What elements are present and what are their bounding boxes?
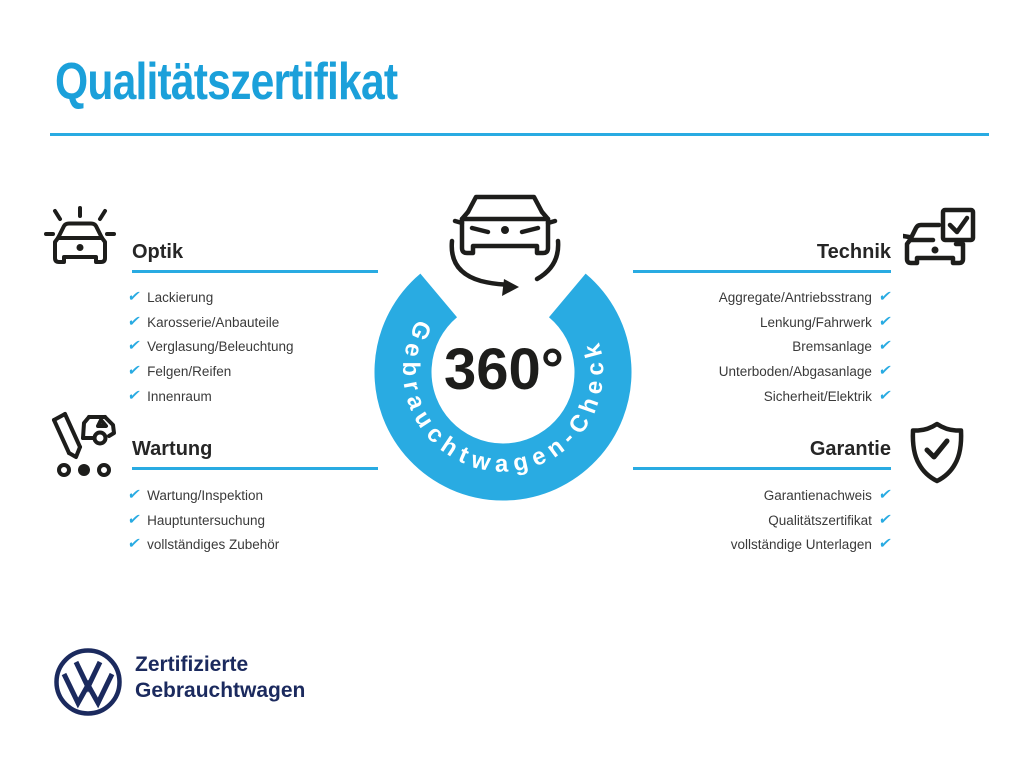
- list-item: vollständige Unterlagen ✔: [540, 532, 893, 557]
- list-item: ✔ Hauptuntersuchung: [126, 508, 279, 533]
- list-item: Sicherheit/Elektrik ✔: [540, 384, 893, 409]
- 360-check-badge: Gebrauchtwagen-Check 360°: [374, 194, 632, 501]
- list-item-label: Aggregate/Antriebsstrang: [718, 289, 872, 305]
- list-item-label: vollständige Unterlagen: [730, 537, 872, 553]
- list-item-label: vollständiges Zubehör: [147, 537, 280, 553]
- check-icon: ✔: [877, 363, 893, 380]
- list-item: ✔ Wartung/Inspektion: [126, 483, 279, 508]
- list-item: ✔ vollständiges Zubehör: [126, 532, 280, 557]
- section-divider-garantie: [633, 467, 891, 470]
- check-icon: ✔: [126, 289, 142, 306]
- list-item: ✔ Lackierung: [126, 285, 294, 310]
- list-item: ✔ Verglasung/Beleuchtung: [126, 334, 294, 359]
- list-item-label: Bremsanlage: [792, 339, 872, 355]
- car-rotation-icon: [449, 194, 561, 296]
- list-item: Unterboden/Abgasanlage ✔: [540, 359, 893, 384]
- list-item: ✔ Karosserie/Anbauteile: [126, 310, 294, 335]
- list-item: Aggregate/Antriebsstrang ✔: [540, 285, 893, 310]
- list-item: ✔ Innenraum: [126, 384, 294, 409]
- optik-list: ✔ Lackierung ✔ Karosserie/Anbauteile ✔ Verg…: [126, 285, 294, 409]
- list-item-label: Karosserie/Anbauteile: [147, 314, 280, 330]
- list-item: ✔ Felgen/Reifen: [126, 359, 294, 384]
- vw-logo: [54, 648, 122, 716]
- check-icon: ✔: [877, 511, 893, 528]
- list-item-label: Garantienachweis: [763, 487, 872, 503]
- ring-shape: [374, 273, 632, 501]
- list-item: Qualitätszertifikat ✔: [540, 508, 893, 533]
- section-heading-wartung: Wartung: [132, 438, 213, 460]
- section-heading-garantie: Garantie: [809, 438, 891, 460]
- check-icon: ✔: [126, 387, 142, 404]
- check-icon: ✔: [877, 289, 893, 306]
- brand-line-1: Zertifizierte: [135, 653, 249, 676]
- list-item-label: Lackierung: [147, 289, 214, 305]
- list-item: Lenkung/Fahrwerk ✔: [540, 310, 893, 335]
- check-icon: ✔: [877, 487, 893, 504]
- check-icon: ✔: [126, 511, 142, 528]
- brand-text: Zertifizierte Gebrauchtwagen: [135, 652, 305, 704]
- brand-line-2: Gebrauchtwagen: [135, 679, 306, 702]
- check-icon: ✔: [126, 487, 142, 504]
- check-icon: ✔: [877, 536, 893, 553]
- list-item-label: Felgen/Reifen: [147, 363, 232, 379]
- section-divider-optik: [132, 270, 378, 273]
- list-item-label: Unterboden/Abgasanlage: [718, 363, 872, 379]
- check-icon: ✔: [126, 338, 142, 355]
- section-heading-technik: Technik: [816, 241, 891, 263]
- technik-list: Aggregate/Antriebsstrang ✔ Lenkung/Fahrwe…: [540, 285, 893, 409]
- wartung-list: ✔ Wartung/Inspektion ✔ Hauptuntersuchung ✔…: [126, 483, 280, 557]
- garantie-list: Garantienachweis ✔ Qualitätszertifikat ✔ v…: [540, 483, 893, 557]
- list-item: Garantienachweis ✔: [540, 483, 893, 508]
- shield-check-icon: [910, 421, 964, 484]
- list-item: Bremsanlage ✔: [540, 334, 893, 359]
- list-item-label: Lenkung/Fahrwerk: [760, 314, 872, 330]
- list-item-label: Verglasung/Beleuchtung: [147, 339, 294, 355]
- section-divider-technik: [633, 270, 891, 273]
- check-icon: ✔: [126, 536, 142, 553]
- list-item-label: Qualitätszertifikat: [768, 512, 872, 528]
- check-icon: ✔: [126, 363, 142, 380]
- degree-label: 360°: [444, 337, 564, 402]
- check-icon: ✔: [126, 313, 142, 330]
- check-icon: ✔: [877, 313, 893, 330]
- list-item-label: Hauptuntersuchung: [147, 512, 265, 528]
- check-icon: ✔: [877, 387, 893, 404]
- list-item-label: Wartung/Inspektion: [147, 487, 263, 503]
- list-item-label: Sicherheit/Elektrik: [763, 388, 872, 404]
- section-heading-optik: Optik: [132, 241, 184, 263]
- section-divider-wartung: [132, 467, 378, 470]
- check-icon: ✔: [877, 338, 893, 355]
- car-checkbox-icon: [903, 207, 976, 266]
- maintenance-pencil-car-icon: [52, 412, 116, 477]
- page-title: Qualitätszertifikat: [55, 53, 398, 111]
- title-divider: [50, 133, 989, 136]
- shiny-car-icon: [44, 206, 116, 264]
- list-item-label: Innenraum: [147, 388, 212, 404]
